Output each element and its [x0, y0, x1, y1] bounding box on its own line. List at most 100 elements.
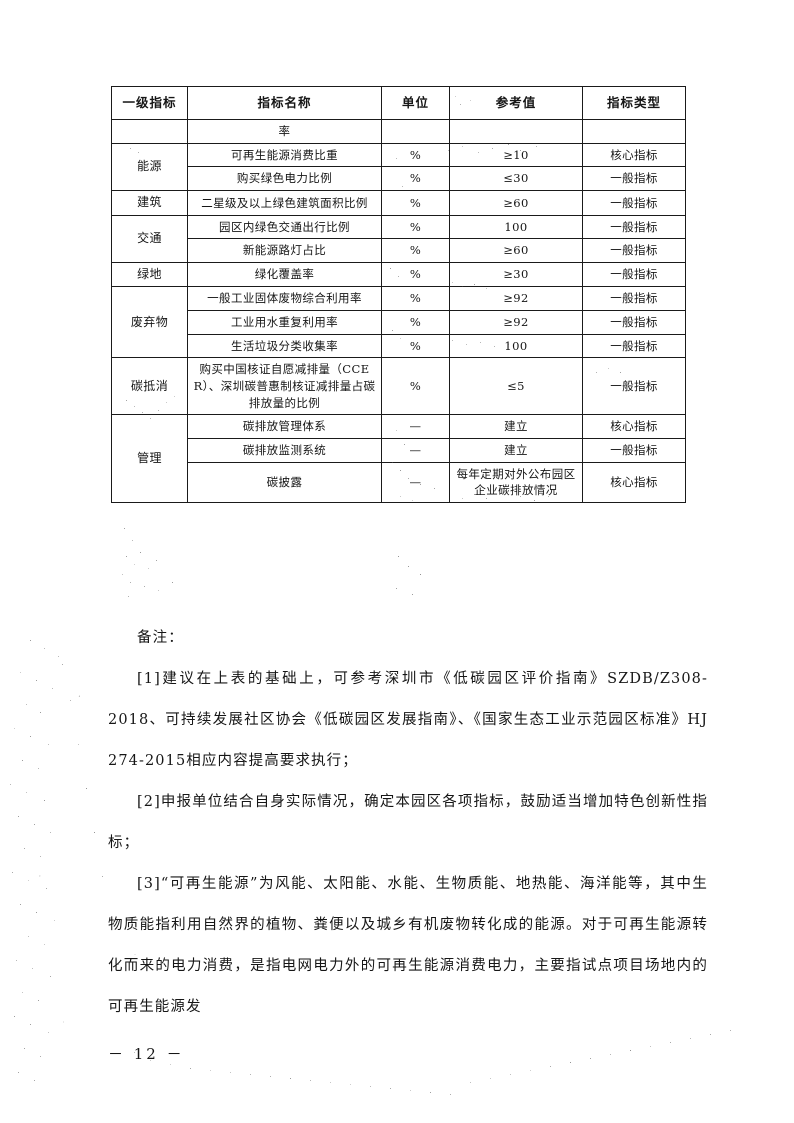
- scan-speck: [24, 1048, 25, 1049]
- scan-speck: [690, 1038, 691, 1039]
- scan-speck: [86, 788, 87, 789]
- scan-speck: [52, 688, 53, 689]
- cell-category: 碳抵消: [112, 358, 188, 415]
- table-row: 绿地 绿化覆盖率% ≥30 一般指标: [112, 262, 686, 286]
- cell-unit: %: [382, 358, 450, 415]
- cell-indicator-name: 一般工业固体废物综合利用率: [188, 287, 382, 311]
- table-body: 率能源 可再生能源消费比重% ≥10 核心指标 购买绿色电力比例% ≤30 一般指标 建筑 二星…: [112, 120, 686, 503]
- scan-speck: [22, 760, 23, 761]
- cell-reference-value: 100: [450, 334, 583, 358]
- scan-speck: [310, 1080, 311, 1081]
- table-header: 一级指标 指标名称 单位 参考值 指标类型: [112, 87, 686, 120]
- cell-indicator-name: 碳排放监测系统: [188, 438, 382, 462]
- cell-indicator-type: 核心指标: [583, 415, 686, 439]
- cell-reference-value: 100: [450, 215, 583, 239]
- scan-speck: [36, 680, 37, 681]
- cell-unit: %: [382, 215, 450, 239]
- notes-section: 备注： [1]建议在上表的基础上，可参考深圳市《低碳园区评价指南》SZDB/Z3…: [108, 618, 708, 1028]
- scan-speck: [630, 1050, 631, 1051]
- scan-speck: [34, 824, 35, 825]
- table-row: 购买绿色电力比例% ≤30 一般指标: [112, 167, 686, 191]
- cell-reference-value: 建立: [450, 438, 583, 462]
- cell-indicator-name: 购买中国核证自愿减排量（CCER）、深圳碳普惠制核证减排量占碳排放量的比例: [188, 358, 382, 415]
- cell-indicator-type: 一般指标: [583, 215, 686, 239]
- table-row: 碳抵消 购买中国核证自愿减排量（CCER）、深圳碳普惠制核证减排量占碳排放量的比例…: [112, 358, 686, 415]
- scan-speck: [490, 1078, 491, 1079]
- scan-speck: [250, 1074, 251, 1075]
- table-row: 交通 园区内绿色交通出行比例% 100 一般指标: [112, 215, 686, 239]
- cell-indicator-type: 一般指标: [583, 334, 686, 358]
- scan-speck: [48, 744, 49, 745]
- scan-speck: [30, 736, 31, 737]
- cell-indicator-name: 园区内绿色交通出行比例: [188, 215, 382, 239]
- cell-reference-value: [450, 120, 583, 144]
- scan-speck: [36, 912, 37, 913]
- cell-reference-value: ≥92: [450, 287, 583, 311]
- cell-category: 管理: [112, 415, 188, 503]
- scan-speck: [330, 1082, 331, 1083]
- cell-indicator-name: 碳排放管理体系: [188, 415, 382, 439]
- scan-speck: [144, 586, 145, 587]
- table-row: 管理 碳排放管理体系 — 建立 核心指标: [112, 415, 686, 439]
- scan-speck: [14, 1016, 15, 1017]
- scan-speck: [510, 1074, 511, 1075]
- cell-unit: %: [382, 262, 450, 286]
- scan-speck: [40, 856, 41, 857]
- cell-indicator-type: 一般指标: [583, 287, 686, 311]
- scan-speck: [102, 876, 103, 877]
- scan-speck: [390, 1088, 391, 1089]
- cell-reference-value: ≤5: [450, 358, 583, 415]
- scan-speck: [38, 1000, 39, 1001]
- cell-category: 建筑: [112, 191, 188, 215]
- scan-speck: [190, 1068, 191, 1069]
- cell-reference-value: ≤30: [450, 167, 583, 191]
- scan-speck: [44, 944, 45, 945]
- table-row: 生活垃圾分类收集率% 100 一般指标: [112, 334, 686, 358]
- scan-speck: [10, 784, 11, 785]
- cell-unit: %: [382, 191, 450, 215]
- table-row: 工业用水重复利用率% ≥92 一般指标: [112, 310, 686, 334]
- cell-category: [112, 120, 188, 144]
- cell-reference-value: ≥60: [450, 239, 583, 263]
- scan-speck: [156, 560, 157, 561]
- cell-indicator-type: 一般指标: [583, 358, 686, 415]
- scan-speck: [670, 1042, 671, 1043]
- scan-speck: [32, 968, 33, 969]
- indicator-table: 一级指标 指标名称 单位 参考值 指标类型 率能源 可再生能源消费比重% ≥10 核心…: [111, 86, 686, 503]
- cell-indicator-type: 一般指标: [583, 310, 686, 334]
- cell-indicator-type: 一般指标: [583, 167, 686, 191]
- cell-unit: %: [382, 310, 450, 334]
- note-item-2: [2]申报单位结合自身实际情况，确定本园区各项指标，鼓励适当增加特色创新性指标；: [108, 782, 708, 864]
- cell-indicator-type: 一般指标: [583, 191, 686, 215]
- notes-label: 备注：: [108, 618, 708, 659]
- cell-unit: %: [382, 167, 450, 191]
- table-row: 新能源路灯占比% ≥60 一般指标: [112, 239, 686, 263]
- cell-unit: [382, 120, 450, 144]
- cell-indicator-name: 率: [188, 120, 382, 144]
- scan-speck: [26, 792, 27, 793]
- scan-speck: [158, 590, 159, 591]
- cell-unit: %: [382, 287, 450, 311]
- scan-speck: [20, 672, 21, 673]
- note-item-3: [3]“可再生能源”为风能、太阳能、水能、生物质能、地热能、海洋能等，其中生物质…: [108, 864, 708, 1028]
- cell-indicator-name: 生活垃圾分类收集率: [188, 334, 382, 358]
- scan-speck: [210, 1070, 211, 1071]
- scan-speck: [350, 1084, 351, 1085]
- scan-speck: [44, 648, 45, 649]
- cell-reference-value: ≥10: [450, 143, 583, 167]
- scan-speck: [132, 540, 133, 541]
- cell-category: 能源: [112, 143, 188, 190]
- table-row: 能源 可再生能源消费比重% ≥10 核心指标: [112, 143, 686, 167]
- scan-speck: [270, 1076, 271, 1077]
- cell-indicator-type: 一般指标: [583, 239, 686, 263]
- scan-speck: [126, 556, 127, 557]
- table-row: 率: [112, 120, 686, 144]
- scan-speck: [470, 1082, 471, 1083]
- scan-speck: [26, 704, 27, 705]
- scan-speck: [412, 594, 413, 595]
- scan-speck: [40, 1056, 41, 1057]
- cell-reference-value: ≥92: [450, 310, 583, 334]
- table-row: 废弃物 一般工业固体废物综合利用率% ≥92 一般指标: [112, 287, 686, 311]
- scan-speck: [396, 588, 397, 589]
- scan-speck: [290, 1078, 291, 1079]
